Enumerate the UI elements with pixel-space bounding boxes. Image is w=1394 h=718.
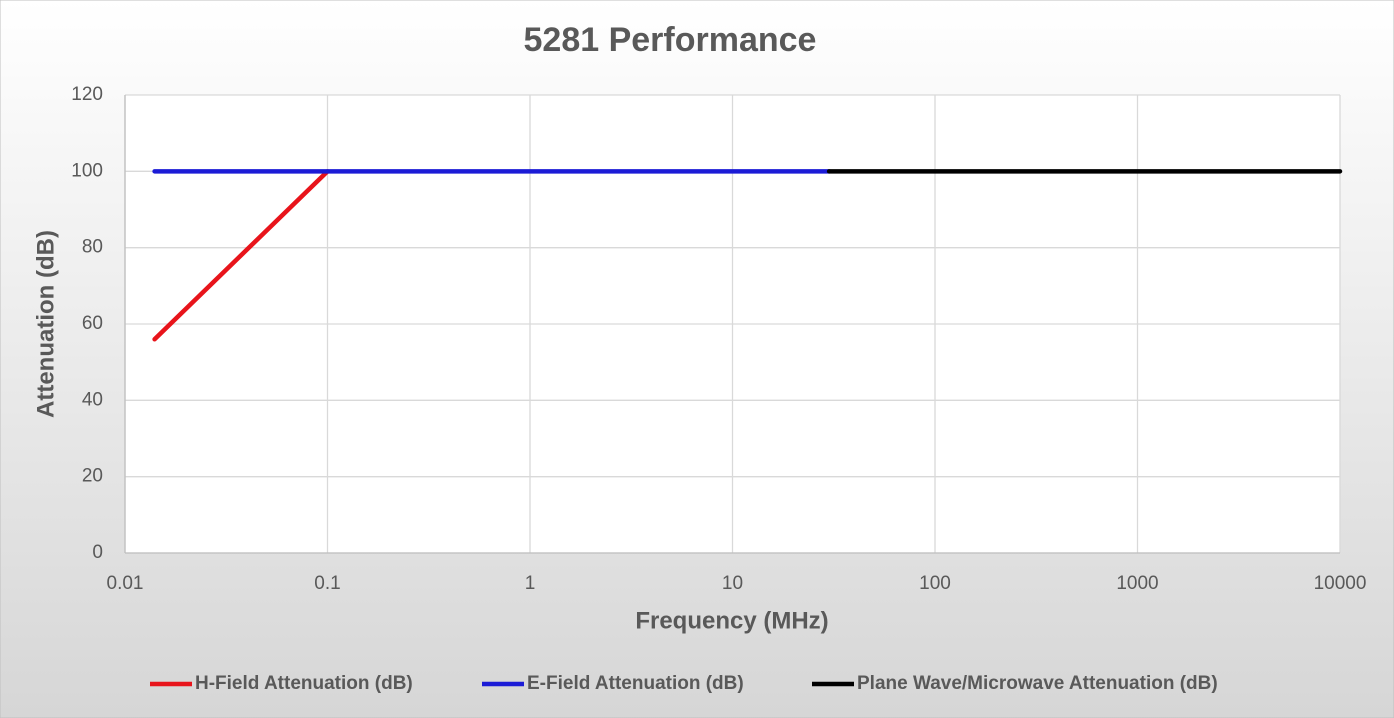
y-tick-label: 80	[82, 237, 103, 258]
legend-label: Plane Wave/Microwave Attenuation (dB)	[857, 673, 1218, 694]
x-tick-label: 10	[722, 573, 743, 594]
x-tick-label: 1000	[1116, 573, 1158, 594]
legend-label: H-Field Attenuation (dB)	[195, 673, 413, 694]
y-tick-label: 120	[71, 84, 103, 105]
x-tick-label: 0.01	[107, 573, 144, 594]
x-tick-label: 10000	[1314, 573, 1367, 594]
chart-title: 5281 Performance	[524, 21, 817, 59]
x-tick-label: 0.1	[314, 573, 340, 594]
x-axis-label: Frequency (MHz)	[635, 607, 828, 634]
y-tick-label: 0	[92, 542, 103, 563]
x-tick-label: 1	[525, 573, 536, 594]
x-tick-label: 100	[919, 573, 951, 594]
y-tick-label: 40	[82, 389, 103, 410]
y-tick-label: 20	[82, 466, 103, 487]
series-line	[152, 169, 330, 342]
legend-label: E-Field Attenuation (dB)	[527, 673, 744, 694]
y-tick-label: 100	[71, 160, 103, 181]
y-tick-label: 60	[82, 313, 103, 334]
y-axis-label: Attenuation (dB)	[32, 230, 59, 418]
